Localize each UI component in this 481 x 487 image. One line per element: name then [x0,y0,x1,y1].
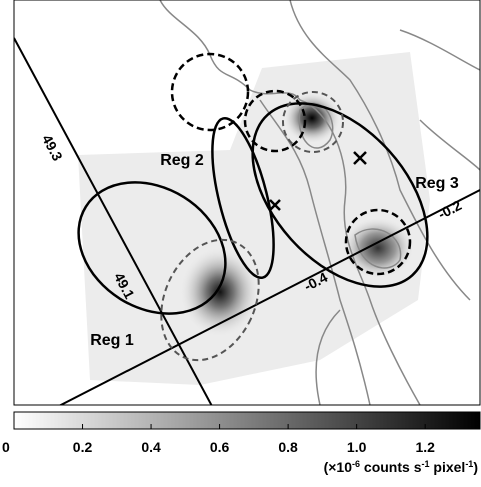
colorbar [13,411,481,430]
colorbar-unit: (×10-6 counts s-1 pixel-1) [324,459,478,475]
unit-part: -6 [352,459,360,469]
colorbar-tick-label: 1.0 [347,439,367,455]
colorbar-tick-label: 1.2 [415,439,435,455]
colorbar-tick-label: 0.4 [141,439,161,455]
region-label: Reg 1 [90,332,134,349]
colorbar-tick-label: 0.2 [73,439,93,455]
unit-part: -1 [422,459,430,469]
colorbar-tick-label: 0.8 [278,439,298,455]
unit-part: ) [473,459,478,475]
frame [13,0,481,406]
colorbar-tick-label: 0.6 [210,439,230,455]
unit-part: pixel [430,459,466,475]
region-label: Reg 3 [415,175,459,192]
colorbar-tick-label: 0 [2,439,10,455]
unit-part: counts s [360,459,422,475]
unit-part: (×10 [324,459,353,475]
image [14,0,480,405]
region-label: Reg 2 [160,152,204,169]
unit-part: -1 [465,459,473,469]
